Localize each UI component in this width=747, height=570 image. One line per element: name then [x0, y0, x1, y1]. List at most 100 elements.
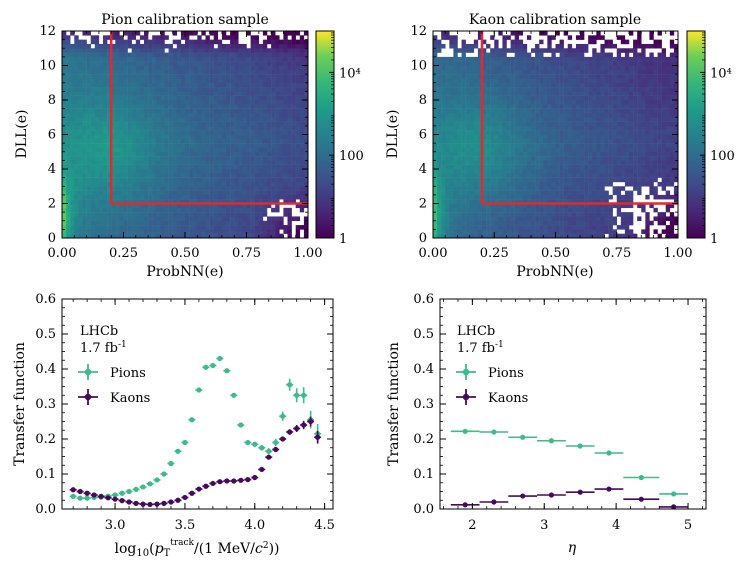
heatmap-cell [571, 56, 577, 62]
heatmap-cell [575, 52, 581, 58]
heatmap-cell [78, 207, 83, 213]
heatmap-cell [226, 207, 231, 213]
heatmap-cell [612, 125, 617, 131]
heatmap-cell [283, 117, 288, 122]
heatmap-cell [559, 203, 564, 209]
heatmap-cell [111, 69, 116, 75]
heatmap-cell [551, 121, 556, 127]
heatmap-cell [107, 216, 112, 221]
heatmap-cell [498, 61, 503, 66]
heatmap-cell [526, 181, 532, 187]
heatmap-cell [547, 190, 552, 196]
heatmap-cell [551, 134, 556, 140]
heatmap-cell [70, 186, 75, 191]
heatmap-cell [176, 69, 182, 75]
heatmap-cell [103, 225, 108, 230]
heatmap-cell [531, 69, 536, 75]
heatmap-cell [197, 48, 202, 53]
heatmap-cell [242, 52, 247, 58]
heatmap-cell [457, 225, 462, 230]
heatmap-cell [197, 78, 202, 83]
heatmap-cell [506, 56, 511, 62]
heatmap-cell [571, 199, 577, 204]
heatmap-cell [98, 147, 104, 152]
heatmap-cell [584, 95, 589, 101]
heatmap-cell [139, 69, 145, 75]
heatmap-cell [580, 78, 585, 83]
heatmap-cell [506, 194, 511, 200]
heatmap-cell [164, 104, 169, 109]
heatmap-cell [571, 173, 577, 178]
heatmap-cell [70, 78, 75, 83]
heatmap-cell [226, 220, 231, 226]
heatmap-cell [226, 164, 231, 170]
heatmap-cell [543, 95, 548, 101]
heatmap-cell [461, 52, 466, 58]
heatmap-cell [238, 100, 243, 105]
heatmap-cell [279, 186, 284, 191]
heatmap-cell [295, 216, 301, 221]
heatmap-cell [209, 69, 214, 75]
heatmap-cell [551, 207, 556, 213]
heatmap-cell [543, 151, 548, 157]
heatmap-cell [490, 61, 495, 66]
heatmap-cell [94, 65, 100, 71]
heatmap-cell [551, 130, 556, 135]
heatmap-cell [592, 216, 597, 221]
heatmap-cell [246, 225, 251, 230]
heatmap-cell [457, 190, 462, 196]
heatmap-cell [506, 65, 511, 71]
heatmap-cell [168, 190, 173, 196]
heatmap-cell [258, 65, 264, 71]
heatmap-cell [201, 147, 206, 152]
heatmap-cell [490, 56, 495, 62]
heatmap-cell [547, 48, 552, 53]
heatmap-cell [86, 82, 91, 88]
heatmap-cell [555, 212, 560, 217]
heatmap-cell [592, 39, 597, 45]
heatmap-cell [246, 199, 251, 204]
heatmap-cell [254, 164, 260, 170]
heatmap-cell [514, 156, 519, 161]
heatmap-cell [217, 52, 223, 58]
heatmap-cell [234, 220, 239, 226]
heatmap-cell [563, 125, 568, 131]
heatmap-cell [267, 125, 272, 131]
heatmap-cell [526, 160, 532, 165]
heatmap-cell [119, 147, 124, 152]
heatmap-cell [473, 212, 479, 217]
heatmap-cell [172, 39, 178, 45]
heatmap-cell [486, 220, 491, 226]
heatmap-cell [156, 216, 161, 221]
heatmap-cell [291, 48, 296, 53]
heatmap-cell [465, 225, 470, 230]
heatmap-cell [148, 112, 153, 118]
heatmap-cell [135, 125, 141, 131]
heatmap-cell [176, 82, 182, 88]
heatmap-cell [94, 199, 100, 204]
heatmap-cell [66, 48, 71, 53]
heatmap-cell [596, 65, 601, 71]
heatmap-cell [250, 134, 255, 140]
heatmap-cell [213, 74, 219, 79]
heatmap-cell [567, 203, 573, 209]
heatmap-cell [107, 203, 112, 209]
heatmap-cell [221, 100, 227, 105]
heatmap-cell [267, 151, 272, 157]
heatmap-cell [514, 65, 519, 71]
heatmap-cell [221, 156, 227, 161]
heatmap-cell [213, 151, 219, 157]
heatmap-cell [111, 78, 116, 83]
heatmap-cell [612, 164, 617, 170]
heatmap-cell [510, 156, 515, 161]
heatmap-cell [547, 130, 552, 135]
heatmap-cell [213, 112, 219, 118]
heatmap-cell [279, 143, 284, 148]
heatmap-cell [246, 181, 251, 187]
heatmap-cell [477, 48, 483, 53]
heatmap-cell [164, 61, 169, 66]
heatmap-cell [437, 181, 442, 187]
heatmap-cell [86, 95, 91, 101]
heatmap-cell [465, 130, 470, 135]
heatmap-cell [234, 194, 239, 200]
